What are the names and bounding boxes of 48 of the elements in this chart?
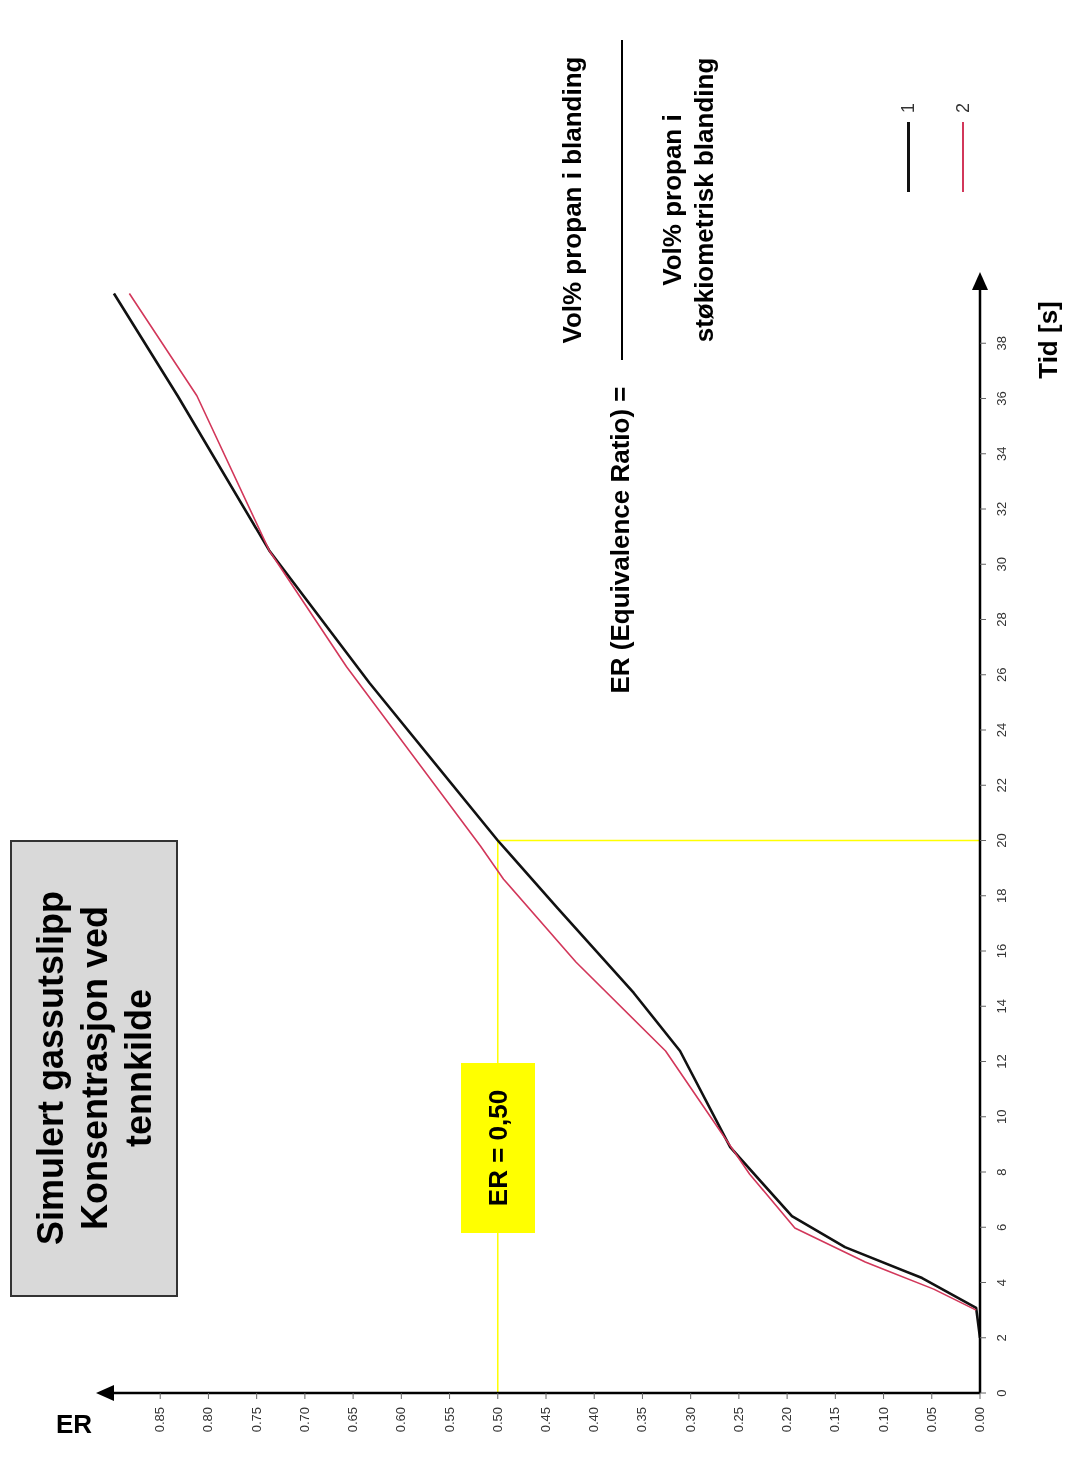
annotation: Vol% propan i støkiometrisk blanding <box>656 56 720 345</box>
x-tick-label: 0.85 <box>152 1407 168 1433</box>
ref-line-label: ER = 0,50 <box>460 1063 535 1233</box>
annotation: Vol% propan i blanding <box>555 55 588 346</box>
y-tick-label: 4 <box>994 1278 1009 1287</box>
text: 1 <box>897 102 919 115</box>
y-tick-label: 36 <box>994 391 1009 406</box>
x-tick-label: 0.75 <box>248 1407 264 1433</box>
y-tick-label: 22 <box>994 778 1009 793</box>
x-tick-label: 0.30 <box>682 1407 698 1433</box>
x-tick-label: 0.80 <box>200 1407 216 1433</box>
text: 2 <box>952 102 974 115</box>
x-tick-label: 0.20 <box>779 1407 795 1433</box>
y-tick-label: 18 <box>994 888 1009 903</box>
y-tick-label: 24 <box>994 722 1009 738</box>
x-tick-label: 0.55 <box>441 1407 457 1433</box>
y-tick-label: 32 <box>994 501 1009 517</box>
y-axis-title: Tid [s] <box>1031 300 1064 381</box>
y-tick-label: 14 <box>994 999 1009 1014</box>
x-tick-label: 0.10 <box>875 1407 891 1433</box>
y-tick-label: 28 <box>994 612 1009 627</box>
x-axis-title: ER <box>56 1409 93 1439</box>
y-tick-label: 6 <box>994 1223 1009 1231</box>
y-tick-label: 38 <box>994 336 1009 351</box>
x-tick-label: 0.15 <box>827 1407 843 1433</box>
x-tick-label: 0.70 <box>296 1407 312 1433</box>
y-tick-label: 8 <box>994 1168 1009 1176</box>
y-tick-label: 26 <box>994 667 1009 682</box>
y-tick-label: 30 <box>994 557 1009 572</box>
x-tick-label: 0.35 <box>634 1407 650 1433</box>
y-tick-label: 10 <box>994 1109 1009 1124</box>
x-tick-label: 0.00 <box>972 1407 987 1433</box>
x-tick-label: 0.65 <box>345 1407 361 1433</box>
x-tick-label: 0.25 <box>730 1407 746 1433</box>
text: Konsentrasjon ved tennkilde <box>72 904 159 1233</box>
x-tick-label: 0.05 <box>923 1407 939 1433</box>
x-tick-label: 0.40 <box>586 1407 602 1433</box>
text: Simulert gassutslipp <box>28 890 72 1246</box>
annotation: ER (Equivalence Ratio) = <box>603 385 636 696</box>
x-tick-label: 0.60 <box>393 1407 409 1433</box>
y-tick-label: 20 <box>994 833 1009 848</box>
x-tick-label: 0.50 <box>489 1407 505 1433</box>
x-tick-label: 0.45 <box>538 1407 553 1433</box>
y-tick-label: 12 <box>994 1054 1009 1069</box>
y-tick-label: 0 <box>994 1389 1009 1397</box>
y-tick-label: 34 <box>994 446 1009 461</box>
y-tick-label: 2 <box>994 1334 1009 1342</box>
y-tick-label: 16 <box>994 943 1009 959</box>
